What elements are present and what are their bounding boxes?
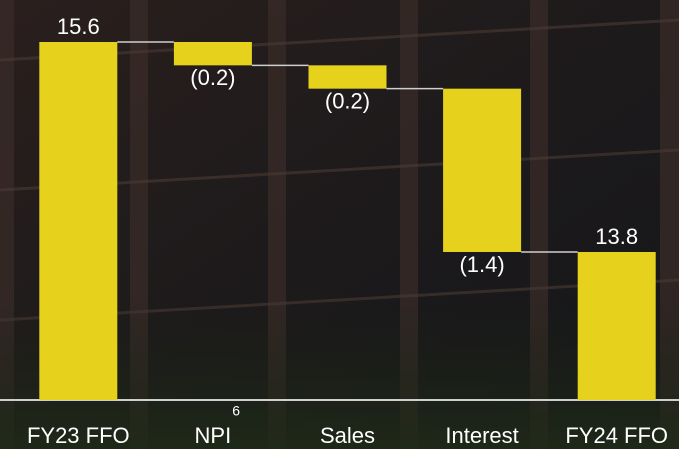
footnote-marker: 6 bbox=[232, 403, 240, 419]
value-label: 15.6 bbox=[57, 14, 100, 39]
bar bbox=[308, 65, 387, 89]
x-tick-label: FY23 FFO bbox=[27, 423, 130, 448]
value-label: 13.8 bbox=[595, 224, 638, 249]
bar bbox=[577, 252, 656, 400]
x-tick-label: Sales bbox=[320, 423, 375, 448]
bar bbox=[173, 42, 252, 66]
value-label: (0.2) bbox=[190, 65, 235, 90]
value-label: (0.2) bbox=[325, 88, 370, 113]
x-tick-label: FY24 FFO bbox=[565, 423, 668, 448]
x-tick-label: NPI bbox=[195, 423, 232, 448]
bar bbox=[443, 88, 522, 253]
x-tick-label: Interest bbox=[445, 423, 518, 448]
bar bbox=[39, 42, 118, 400]
value-label: (1.4) bbox=[459, 252, 504, 277]
